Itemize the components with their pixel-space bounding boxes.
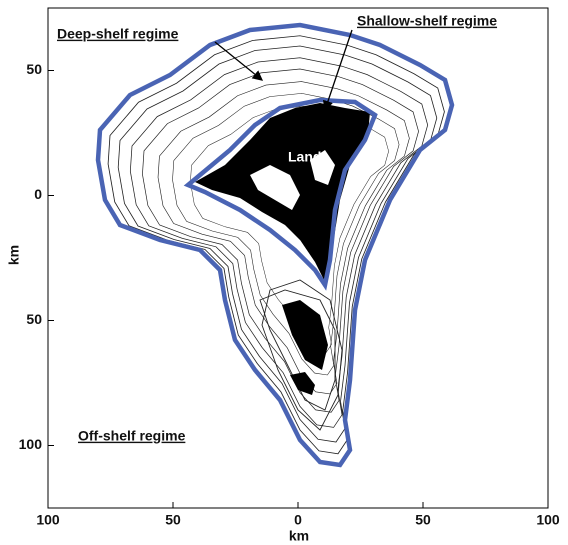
annotation: Land	[288, 149, 321, 165]
x-tick-label: 50	[165, 512, 181, 528]
depth-contours	[107, 35, 445, 455]
y-tick-label: 50	[26, 311, 42, 327]
x-tick-label: 0	[294, 512, 302, 528]
x-tick-label: 100	[536, 512, 560, 528]
annotation: Deep-shelf regime	[57, 26, 179, 42]
x-tick-label: 100	[36, 512, 60, 528]
annotation: Shallow-shelf regime	[357, 13, 497, 29]
x-axis-label: km	[289, 528, 309, 544]
y-tick-label: 100	[19, 436, 43, 452]
annotation: Off-shelf regime	[78, 428, 186, 444]
y-axis-label: km	[6, 245, 22, 265]
x-tick-label: 50	[415, 512, 431, 528]
y-tick-label: 0	[34, 186, 42, 202]
shallow-shelf-boundary	[183, 97, 378, 291]
arrow	[322, 29, 353, 112]
y-tick-label: 50	[26, 61, 42, 77]
arrow	[214, 41, 264, 81]
